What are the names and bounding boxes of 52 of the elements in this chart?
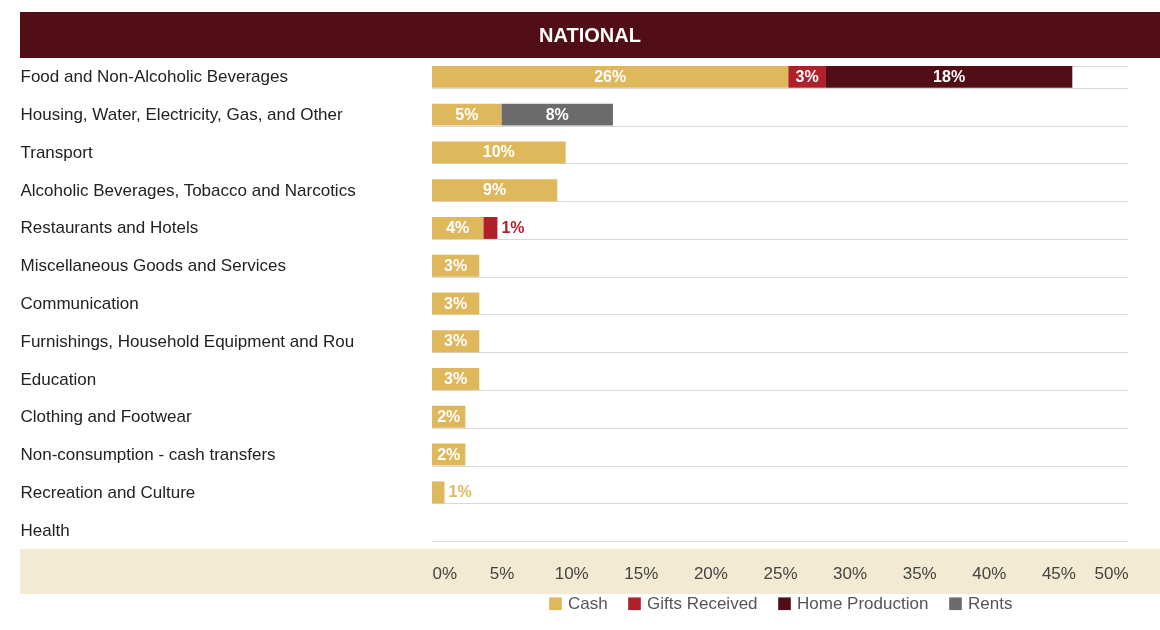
data-label: 18% <box>933 67 966 85</box>
bar <box>825 65 1073 88</box>
data-label: 1% <box>448 483 472 501</box>
y-tick-label: Transport <box>20 142 93 162</box>
x-tick-label: 0% <box>432 563 458 583</box>
data-label: 2% <box>437 407 461 425</box>
data-label: 3% <box>444 370 468 388</box>
bar <box>432 481 445 504</box>
y-tick-label: Restaurants and Hotels <box>20 218 199 238</box>
y-tick-label: Education <box>20 369 97 389</box>
x-tick-label: 25% <box>763 563 798 583</box>
data-label: 26% <box>594 67 627 85</box>
x-tick-label: 35% <box>902 563 937 583</box>
y-tick-label: Housing, Water, Electricity, Gas, and Other <box>20 105 344 125</box>
bar <box>432 65 789 88</box>
data-label: 5% <box>455 105 479 123</box>
y-tick-label: Food and Non-Alcoholic Beverages <box>20 67 288 87</box>
data-label: 4% <box>446 218 470 236</box>
y-tick-label: Miscellaneous Goods and Services <box>20 256 287 276</box>
y-tick-label: Clothing and Footwear <box>20 407 192 427</box>
data-label: 3% <box>444 332 468 350</box>
data-label: 9% <box>483 181 507 199</box>
y-tick-label: Alcoholic Beverages, Tobacco and Narcotics <box>20 180 356 200</box>
x-tick-label: 50% <box>1094 563 1129 583</box>
data-label: 3% <box>444 294 468 312</box>
bar <box>483 217 498 239</box>
data-label: 10% <box>482 143 515 161</box>
data-label: 1% <box>501 218 525 236</box>
bar <box>432 179 558 202</box>
y-tick-label: Non-consumption - cash transfers <box>20 445 276 465</box>
x-tick-label: 5% <box>489 563 515 583</box>
x-tick-label: 40% <box>972 563 1007 583</box>
legend-label: Cash <box>568 593 608 613</box>
bar <box>501 103 613 126</box>
data-label: 8% <box>545 105 569 123</box>
chart-title: NATIONAL <box>20 12 1160 58</box>
x-tick-label: 15% <box>624 563 659 583</box>
y-tick-label: Furnishings, Household Equipment and Rou <box>20 331 355 351</box>
bar <box>432 141 566 164</box>
legend-label: Gifts Received <box>647 593 758 613</box>
x-tick-label: 20% <box>693 563 728 583</box>
y-tick-label: Health <box>20 520 70 540</box>
legend-label: Rents <box>968 593 1013 613</box>
y-tick-label: Communication <box>20 294 139 313</box>
x-tick-label: 45% <box>1041 563 1076 583</box>
x-tick-label: 30% <box>833 563 868 583</box>
legend-label: Home Production <box>797 593 929 613</box>
data-label: 2% <box>437 445 461 463</box>
y-tick-label: Recreation and Culture <box>20 482 196 502</box>
data-label: 3% <box>444 256 468 274</box>
data-label: 3% <box>795 67 819 85</box>
x-tick-label: 10% <box>554 563 589 583</box>
